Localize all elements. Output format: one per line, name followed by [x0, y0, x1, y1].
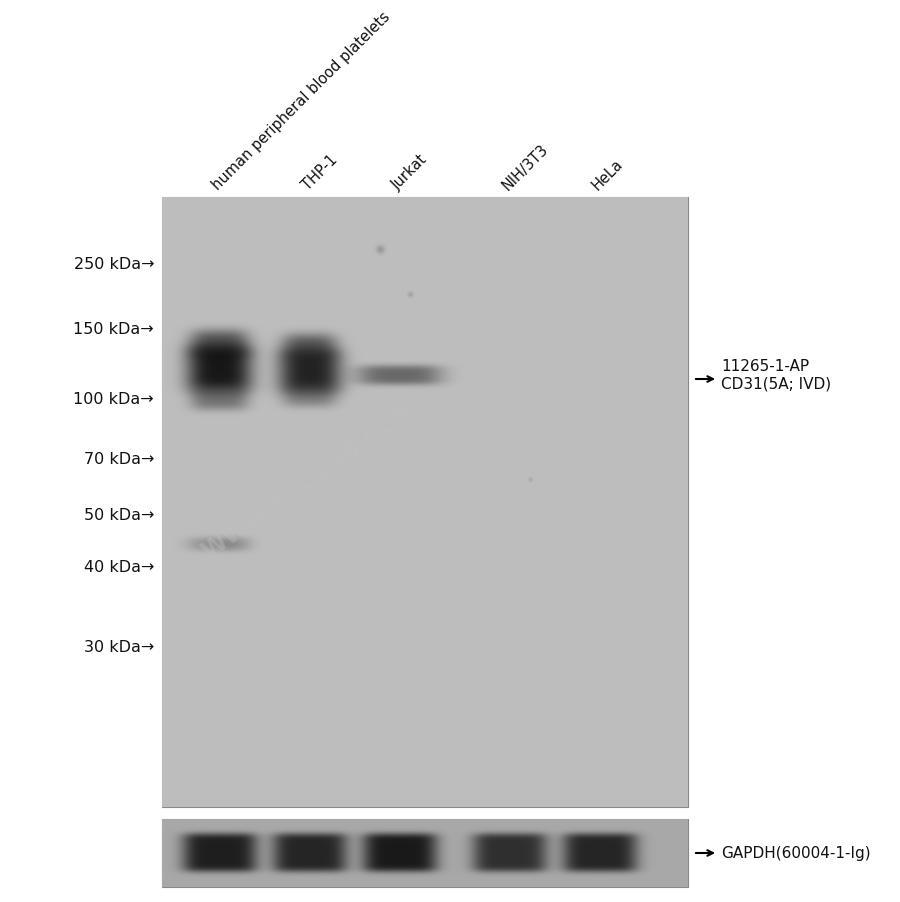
- Text: 11265-1-AP
CD31(5A; IVD): 11265-1-AP CD31(5A; IVD): [721, 358, 831, 391]
- Text: Jurkat: Jurkat: [390, 152, 430, 193]
- Text: 50 kDa→: 50 kDa→: [84, 508, 154, 523]
- Text: WWW.PTGLAB.COM: WWW.PTGLAB.COM: [197, 395, 423, 564]
- Bar: [162, 819, 688, 887]
- Text: HeLa: HeLa: [590, 156, 626, 193]
- Text: 250 kDa→: 250 kDa→: [74, 257, 154, 272]
- Text: human peripheral blood platelets: human peripheral blood platelets: [210, 9, 393, 193]
- Text: 40 kDa→: 40 kDa→: [84, 560, 154, 575]
- Text: 70 kDa→: 70 kDa→: [84, 452, 154, 467]
- Text: THP-1: THP-1: [300, 152, 340, 193]
- Text: 30 kDa→: 30 kDa→: [84, 640, 154, 655]
- Text: NIH/3T3: NIH/3T3: [500, 141, 551, 193]
- Bar: [162, 198, 688, 807]
- Text: 150 kDa→: 150 kDa→: [74, 322, 154, 337]
- Text: GAPDH(60004-1-Ig): GAPDH(60004-1-Ig): [721, 845, 870, 861]
- Text: 100 kDa→: 100 kDa→: [74, 392, 154, 407]
